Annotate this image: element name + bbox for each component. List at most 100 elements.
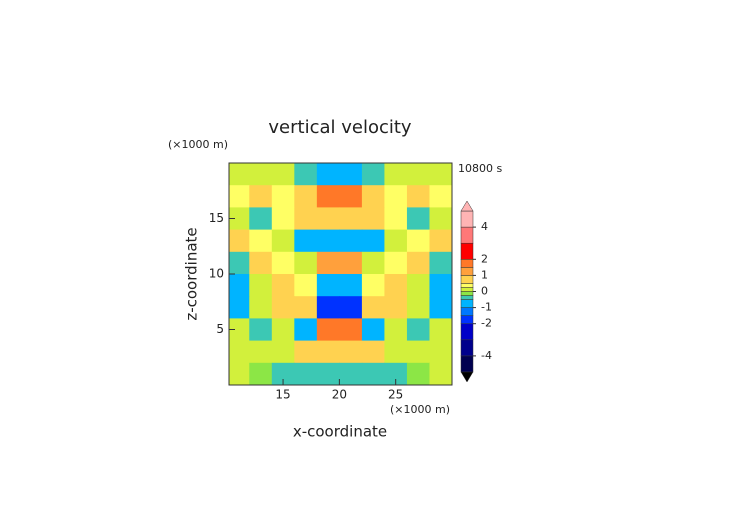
- contour-cell: [271, 185, 295, 208]
- contour-cell: [316, 207, 340, 231]
- contour-cell: [316, 296, 340, 319]
- contour-cell: [406, 185, 430, 208]
- contour-cell: [406, 163, 430, 186]
- x-tick-label: 15: [275, 388, 290, 402]
- contour-cell: [339, 362, 363, 385]
- contour-cell: [249, 296, 273, 319]
- contour-cell: [406, 274, 430, 297]
- contour-cell: [294, 274, 318, 297]
- colorbar-segment: [460, 226, 474, 244]
- contour-cell: [384, 318, 408, 342]
- contour-cell: [229, 296, 250, 319]
- contour-cell: [294, 229, 318, 253]
- contour-cell: [294, 318, 318, 342]
- contour-cell: [229, 340, 250, 364]
- colorbar-segment: [460, 295, 474, 300]
- y-unit: (×1000 m): [168, 138, 228, 151]
- contour-cell: [229, 318, 250, 342]
- contour-cell: [271, 296, 295, 319]
- contour-cell: [271, 207, 295, 231]
- contour-cell: [249, 318, 273, 342]
- colorbar-segment: [460, 339, 474, 357]
- time-label: 10800 s: [458, 162, 502, 175]
- contour-cell: [429, 229, 452, 253]
- contour-cell: [361, 207, 385, 231]
- contour-cell: [429, 185, 452, 208]
- x-tick-label: 25: [388, 388, 403, 402]
- contour-cell: [384, 229, 408, 253]
- colorbar-segment: [460, 287, 474, 292]
- colorbar-tick-label: 4: [481, 220, 488, 233]
- colorbar-tick-label: -2: [481, 317, 492, 330]
- contour-cell: [339, 296, 363, 319]
- contour-cell: [429, 318, 452, 342]
- contour-cell: [384, 274, 408, 297]
- contour-cell: [406, 340, 430, 364]
- colorbar-segment: [460, 323, 474, 341]
- contour-cell: [339, 340, 363, 364]
- colorbar-tick-label: 2: [481, 252, 488, 265]
- x-unit: (×1000 m): [390, 403, 450, 416]
- contour-cell: [429, 340, 452, 364]
- contour-cell: [429, 207, 452, 231]
- colorbar-tick-label: -1: [481, 301, 492, 314]
- colorbar-segment: [460, 283, 474, 288]
- contour-cell: [271, 274, 295, 297]
- contour-cell: [271, 229, 295, 253]
- contour-cell: [294, 362, 318, 385]
- contour-cell: [406, 207, 430, 231]
- colorbar-segment: [460, 259, 474, 268]
- contour-cell: [271, 318, 295, 342]
- y-axis-label: z-coordinate: [183, 227, 201, 320]
- contour-field: [229, 163, 452, 385]
- contour-cell: [316, 318, 340, 342]
- contour-cell: [361, 296, 385, 319]
- colorbar-segment: [460, 315, 474, 324]
- contour-cell: [229, 163, 250, 186]
- colorbar-tick-label: 1: [481, 268, 488, 281]
- contour-cell: [316, 185, 340, 208]
- contour-cell: [384, 340, 408, 364]
- contour-cell: [361, 185, 385, 208]
- colorbar-segment: [460, 307, 474, 316]
- contour-cell: [249, 274, 273, 297]
- contour-cell: [229, 185, 250, 208]
- contour-cell: [406, 229, 430, 253]
- contour-cell: [361, 229, 385, 253]
- contour-cell: [294, 185, 318, 208]
- y-tick-label: 15: [209, 211, 224, 225]
- contour-cell: [384, 185, 408, 208]
- contour-cell: [249, 340, 273, 364]
- contour-cell: [406, 318, 430, 342]
- x-axis-label: x-coordinate: [293, 423, 387, 441]
- contour-cell: [316, 362, 340, 385]
- contour-cell: [384, 251, 408, 275]
- contour-cell: [249, 251, 273, 275]
- colorbar-segment: [460, 267, 474, 276]
- contour-cell: [229, 207, 250, 231]
- contour-cell: [384, 163, 408, 186]
- contour-cell: [249, 207, 273, 231]
- contour-cell: [361, 318, 385, 342]
- contour-cell: [294, 340, 318, 364]
- colorbar-over: [460, 200, 474, 212]
- contour-cell: [384, 362, 408, 385]
- contour-cell: [316, 163, 340, 186]
- colorbar-segment: [460, 275, 474, 284]
- contour-cell: [429, 296, 452, 319]
- contour-cell: [316, 229, 340, 253]
- contour-cell: [429, 251, 452, 275]
- contour-cell: [229, 229, 250, 253]
- contour-cell: [339, 318, 363, 342]
- contour-cell: [294, 163, 318, 186]
- colorbar-under: [460, 371, 474, 383]
- contour-cell: [339, 185, 363, 208]
- contour-cell: [406, 296, 430, 319]
- contour-cell: [429, 274, 452, 297]
- contour-cell: [361, 362, 385, 385]
- colorbar-tick-label: 0: [481, 285, 488, 298]
- contour-cell: [361, 340, 385, 364]
- contour-cell: [429, 163, 452, 186]
- colorbar-segment: [460, 299, 474, 308]
- contour-cell: [429, 362, 452, 385]
